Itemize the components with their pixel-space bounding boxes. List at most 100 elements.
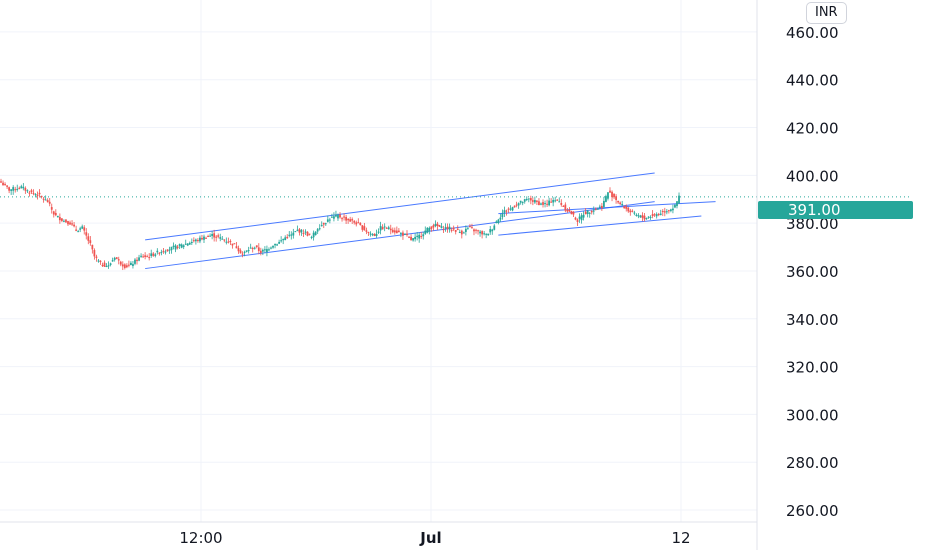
candle (251, 246, 254, 253)
candle (375, 229, 378, 238)
candle (473, 228, 475, 236)
candle (170, 246, 173, 254)
candle (544, 200, 546, 208)
candle (211, 230, 214, 240)
last-price-label: 391.00 (758, 201, 913, 219)
candle (95, 254, 98, 262)
candle (184, 239, 187, 245)
candle (505, 209, 508, 216)
candle (182, 244, 185, 250)
candle (487, 233, 490, 236)
candle (166, 249, 169, 252)
candle (8, 186, 11, 194)
channel-line[interactable] (145, 201, 655, 270)
candle (387, 225, 390, 230)
candle (259, 247, 262, 256)
candle (422, 231, 425, 240)
candle (105, 263, 108, 268)
candle (67, 220, 69, 226)
candle (190, 238, 193, 245)
candle (467, 227, 469, 230)
candle (584, 208, 587, 215)
candle (229, 239, 232, 246)
candle (310, 235, 313, 240)
candle (663, 207, 666, 217)
time-axis[interactable]: 12:00 Jul 12 (0, 521, 757, 547)
y-tick-label: 420.00 (786, 120, 839, 138)
candle (613, 193, 615, 200)
candle (148, 253, 151, 261)
candle (278, 239, 281, 245)
candle (284, 235, 287, 241)
candle (542, 199, 544, 208)
candle (52, 210, 55, 218)
candle (655, 212, 658, 219)
candle (180, 243, 183, 249)
candle (493, 224, 496, 231)
channel-line[interactable] (145, 172, 655, 241)
candle (623, 205, 626, 209)
candle (527, 198, 530, 203)
candle (239, 248, 242, 254)
candle (521, 201, 524, 206)
candle (590, 210, 593, 215)
candle (371, 233, 374, 237)
candle (272, 245, 274, 249)
candle (615, 194, 617, 204)
candle (592, 206, 595, 215)
candle (533, 196, 536, 204)
candle (245, 250, 248, 253)
candle (4, 182, 6, 186)
candle (552, 197, 555, 207)
candle (361, 225, 364, 232)
trend-channels[interactable] (145, 172, 716, 270)
candle (209, 233, 211, 237)
candle (56, 215, 59, 218)
candle (85, 228, 88, 240)
channel-line[interactable] (498, 215, 702, 236)
candle (556, 199, 559, 201)
candle (42, 197, 45, 203)
candle (18, 186, 21, 190)
candle (598, 204, 601, 209)
price-axis[interactable]: 260.00 280.00 300.00 320.00 340.00 360.00 380.… (786, 24, 839, 520)
candle (296, 225, 299, 232)
candle (101, 262, 104, 268)
candle (300, 228, 303, 236)
candle (507, 207, 510, 213)
candle (71, 220, 73, 227)
candle (156, 248, 159, 255)
candle (452, 225, 455, 232)
candle (531, 197, 534, 206)
candle (290, 231, 293, 240)
candle (469, 224, 471, 228)
candle (572, 211, 575, 217)
candle (517, 202, 520, 209)
candle (46, 198, 49, 203)
candle (125, 263, 128, 269)
candle (391, 227, 394, 234)
candle (349, 216, 352, 222)
candle (30, 188, 33, 194)
candle (379, 221, 382, 235)
candle (665, 208, 668, 215)
candle (501, 209, 504, 220)
candle (460, 229, 463, 239)
candle (276, 243, 278, 246)
candle (475, 228, 477, 234)
currency-badge[interactable]: INR (806, 2, 847, 24)
candle (456, 225, 459, 231)
candle (383, 223, 386, 232)
x-tick-label: Jul (419, 529, 441, 547)
candle (355, 220, 358, 227)
candle (115, 257, 118, 260)
candle (540, 202, 542, 206)
candle (205, 236, 207, 239)
candle (576, 218, 579, 227)
candle (225, 237, 228, 245)
candle (596, 207, 599, 210)
candle (430, 226, 433, 232)
candle (428, 226, 431, 235)
candle (519, 200, 522, 205)
